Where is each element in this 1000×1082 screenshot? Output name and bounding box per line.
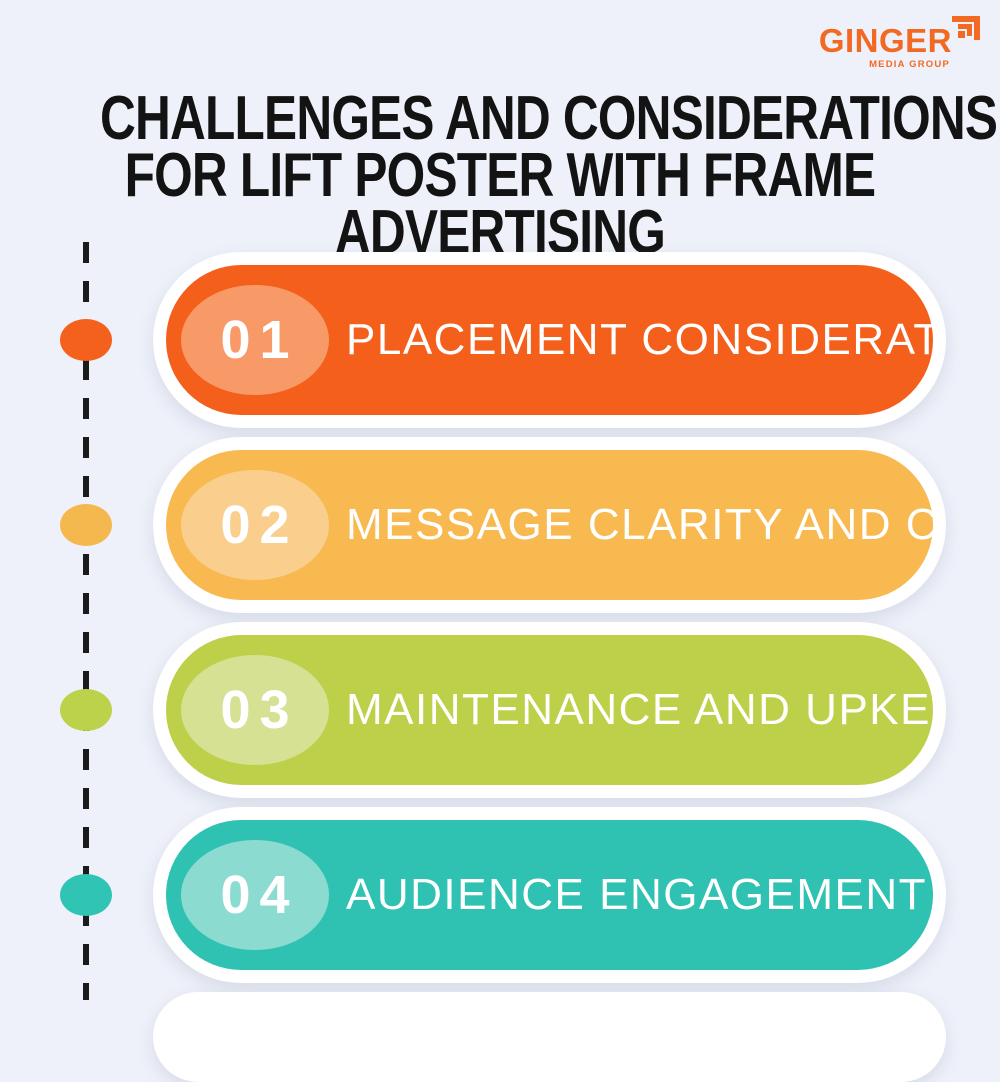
title-line-1: CHALLENGES AND CONSIDERATIONS — [100, 84, 998, 153]
brand-name: GINGER — [818, 22, 952, 59]
brand-tagline: MEDIA GROUP — [869, 59, 950, 70]
item-number-badge: 03 — [181, 655, 329, 765]
list-item-5-partial — [153, 992, 946, 1082]
list-item-4: 04 AUDIENCE ENGAGEMENT — [153, 807, 946, 983]
title-line-2: FOR LIFT POSTER WITH FRAME — [124, 141, 877, 210]
item-label: MAINTENANCE AND UPKEEP — [346, 685, 933, 734]
list-item-2: 02 MESSAGE CLARITY AND CONCISE — [153, 437, 946, 613]
item-label: AUDIENCE ENGAGEMENT — [346, 870, 928, 919]
list-item-2-body: 02 MESSAGE CLARITY AND CONCISE — [166, 450, 933, 600]
list-item-4-body: 04 AUDIENCE ENGAGEMENT — [166, 820, 933, 970]
item-label: PLACEMENT CONSIDERATIONS — [346, 315, 933, 364]
timeline-dot-1 — [60, 319, 112, 361]
item-number-badge: 02 — [181, 470, 329, 580]
item-number-badge: 01 — [181, 285, 329, 395]
timeline-dashed-line — [83, 242, 89, 1000]
layered-corners-icon — [952, 16, 980, 40]
brand-logo: GINGER MEDIA GROUP — [800, 6, 990, 80]
item-number-badge: 04 — [181, 840, 329, 950]
list-item-1: 01 PLACEMENT CONSIDERATIONS — [153, 252, 946, 428]
item-label: MESSAGE CLARITY AND CONCISE — [346, 500, 933, 549]
page-title: CHALLENGES AND CONSIDERATIONS FOR LIFT P… — [100, 84, 998, 264]
list-item-1-body: 01 PLACEMENT CONSIDERATIONS — [166, 265, 933, 415]
timeline-dot-3 — [60, 689, 112, 731]
timeline-dot-2 — [60, 504, 112, 546]
timeline-dot-4 — [60, 874, 112, 916]
list-item-3: 03 MAINTENANCE AND UPKEEP — [153, 622, 946, 798]
list-item-3-body: 03 MAINTENANCE AND UPKEEP — [166, 635, 933, 785]
infographic-canvas: { "background_color": "#EEF1F9", "logo":… — [60, 6, 998, 1082]
